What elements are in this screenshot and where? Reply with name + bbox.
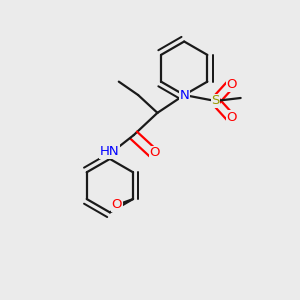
Text: O: O — [111, 199, 122, 212]
Text: O: O — [149, 146, 160, 160]
Text: S: S — [211, 94, 220, 107]
Text: O: O — [226, 78, 237, 91]
Text: O: O — [226, 111, 237, 124]
Text: N: N — [179, 88, 189, 101]
Text: HN: HN — [100, 145, 120, 158]
